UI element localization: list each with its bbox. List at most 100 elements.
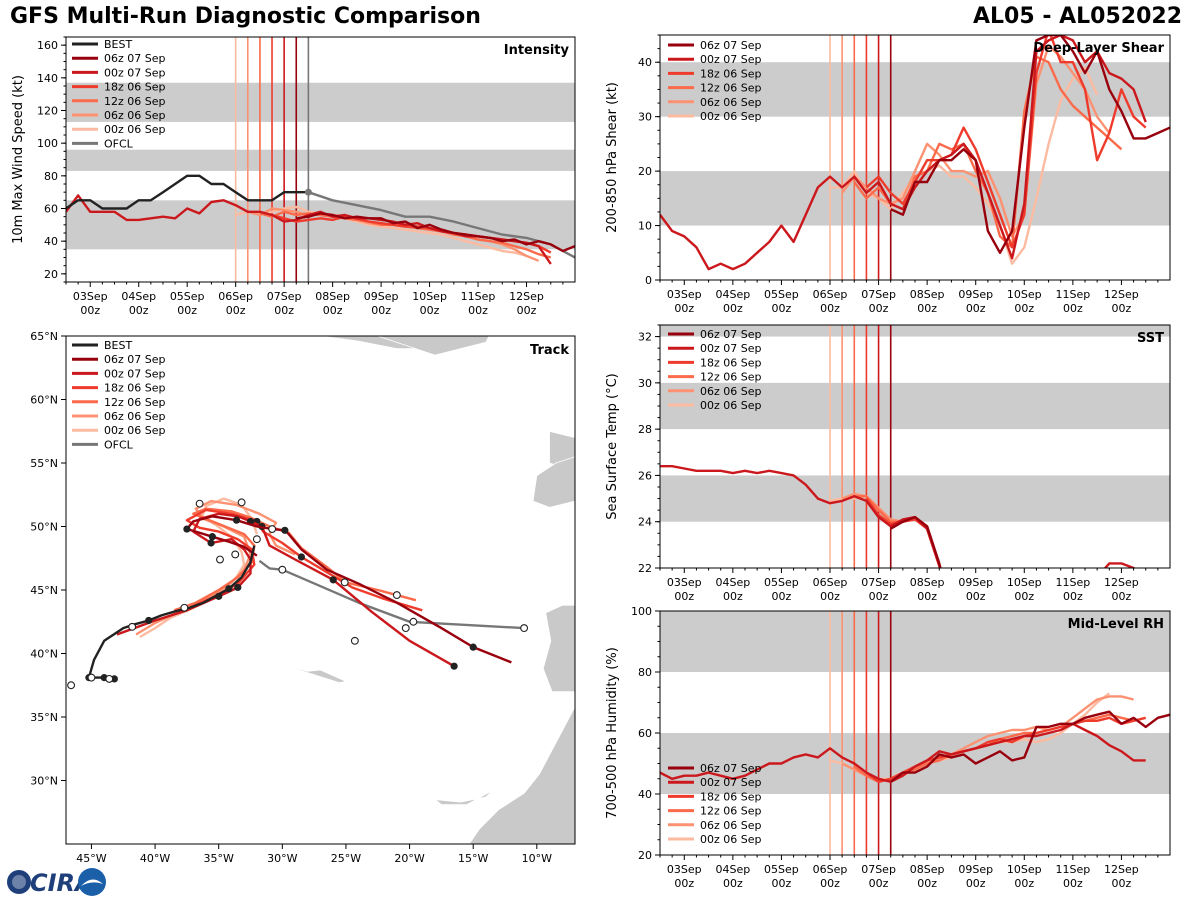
- y-tick-label: 40: [638, 788, 652, 801]
- x-tick-label: 10Sep: [412, 290, 447, 303]
- x-tick-sublabel: 00z: [869, 302, 889, 315]
- intensity-series-ofcl: [308, 191, 575, 259]
- sst-series-run_06z07: [890, 515, 942, 568]
- shear-series-run_06z07: [890, 35, 1170, 255]
- x-tick-label: 12Sep: [1104, 576, 1139, 589]
- azores-land: [266, 659, 348, 684]
- sst-plot-area: [660, 325, 1170, 568]
- track-open-point: [180, 603, 189, 612]
- lat-tick-label: 40°N: [30, 648, 58, 661]
- x-tick-label: 06Sep: [813, 863, 848, 876]
- x-tick-sublabel: 00z: [820, 877, 840, 890]
- mid-level-rh-chart: 2040608010003Sep00z04Sep00z05Sep00z06Sep…: [605, 605, 1171, 890]
- legend-label-run_06z06: 06z 06 Sep: [104, 109, 166, 122]
- track-point: [225, 585, 233, 593]
- y-tick-label: 22: [638, 562, 652, 575]
- track-open-point: [252, 535, 261, 544]
- track-open-point: [409, 617, 418, 626]
- legend-label-run_12z06: 12z 06 Sep: [104, 95, 166, 108]
- x-tick-sublabel: 00z: [674, 590, 694, 603]
- track-point: [234, 583, 242, 592]
- rh-band-0: [660, 733, 1170, 794]
- track-point: [329, 576, 337, 584]
- x-tick-sublabel: 00z: [1063, 302, 1083, 315]
- x-tick-label: 09Sep: [364, 290, 399, 303]
- x-tick-sublabel: 00z: [1112, 302, 1132, 315]
- legend-label-run_00z06: 00z 06 Sep: [700, 833, 762, 846]
- x-tick-label: 10Sep: [1007, 576, 1042, 589]
- y-tick-label: 30: [638, 111, 652, 124]
- x-tick-label: 10Sep: [1007, 288, 1042, 301]
- intensity-marker-ofcl: [304, 188, 312, 196]
- x-tick-label: 05Sep: [764, 576, 799, 589]
- lon-tick-label: 20°W: [394, 852, 424, 865]
- x-tick-sublabel: 00z: [917, 590, 937, 603]
- track-open-point: [268, 525, 277, 533]
- legend-label-run_00z07: 00z 07 Sep: [700, 776, 762, 789]
- x-tick-sublabel: 00z: [917, 302, 937, 315]
- sst-series-run_00z07: [660, 464, 942, 568]
- x-tick-sublabel: 00z: [1112, 877, 1132, 890]
- y-tick-label: 60: [638, 727, 652, 740]
- intensity-series-run_00z06: [235, 205, 527, 258]
- x-tick-sublabel: 00z: [80, 304, 100, 317]
- x-tick-sublabel: 00z: [1112, 590, 1132, 603]
- legend-label-run_18z06: 18z 06 Sep: [700, 790, 762, 803]
- rh-plot-area: [660, 611, 1170, 855]
- track-open-point: [231, 550, 240, 559]
- x-tick-label: 04Sep: [715, 576, 750, 589]
- x-tick-label: 08Sep: [910, 863, 945, 876]
- shear-ylabel: 200-850 hPa Shear (kt): [605, 82, 620, 233]
- x-tick-label: 06Sep: [813, 576, 848, 589]
- x-tick-label: 04Sep: [715, 863, 750, 876]
- x-tick-label: 10Sep: [1007, 863, 1042, 876]
- track-open-point: [87, 673, 96, 682]
- shear-series-run_00z07: [660, 35, 1147, 271]
- x-tick-sublabel: 00z: [323, 304, 343, 317]
- intensity-chart: 2040608010012014016003Sep00z04Sep00z05Se…: [11, 36, 576, 317]
- lon-tick-label: 35°W: [204, 852, 234, 865]
- track-plot-area: [66, 336, 575, 844]
- lat-tick-label: 55°N: [30, 457, 58, 470]
- shear-title: Deep-Layer Shear: [1033, 41, 1164, 56]
- legend-label-run_18z06: 18z 06 Sep: [700, 67, 762, 80]
- legend-label-run_06z06: 06z 06 Sep: [700, 385, 762, 398]
- lat-tick-label: 60°N: [30, 394, 58, 407]
- intensity-band-2: [66, 82, 575, 122]
- track-point: [183, 525, 191, 533]
- track-open-point: [340, 578, 349, 587]
- legend-label-run_06z07: 06z 07 Sep: [700, 39, 762, 52]
- x-tick-label: 11Sep: [1055, 576, 1090, 589]
- x-tick-label: 12Sep: [1104, 863, 1139, 876]
- x-tick-label: 07Sep: [861, 576, 896, 589]
- legend-label-run_12z06: 12z 06 Sep: [700, 805, 762, 818]
- y-tick-label: 60: [44, 203, 58, 216]
- x-tick-sublabel: 00z: [371, 304, 391, 317]
- y-tick-label: 80: [638, 666, 652, 679]
- track-series-run_18z06: [185, 508, 423, 612]
- track-open-point: [237, 498, 246, 507]
- x-tick-label: 09Sep: [958, 863, 993, 876]
- x-tick-label: 05Sep: [764, 288, 799, 301]
- y-tick-label: 120: [37, 105, 58, 118]
- track-point: [469, 643, 477, 651]
- y-tick-label: 20: [638, 165, 652, 178]
- y-tick-label: 30: [638, 377, 652, 390]
- legend-label-run_00z07: 00z 07 Sep: [104, 66, 166, 79]
- ocean: [66, 336, 575, 844]
- x-tick-label: 08Sep: [315, 290, 350, 303]
- legend-label-ofcl: OFCL: [104, 137, 134, 150]
- legend-label-run_00z06: 00z 06 Sep: [700, 399, 762, 412]
- x-tick-sublabel: 00z: [468, 304, 488, 317]
- x-tick-sublabel: 00z: [723, 302, 743, 315]
- rh-title: Mid-Level RH: [1068, 617, 1164, 632]
- y-tick-label: 32: [638, 331, 652, 344]
- x-tick-sublabel: 00z: [772, 877, 792, 890]
- x-tick-label: 05Sep: [170, 290, 205, 303]
- track-open-point: [401, 624, 410, 633]
- x-tick-sublabel: 00z: [1063, 877, 1083, 890]
- sst-title: SST: [1137, 331, 1164, 346]
